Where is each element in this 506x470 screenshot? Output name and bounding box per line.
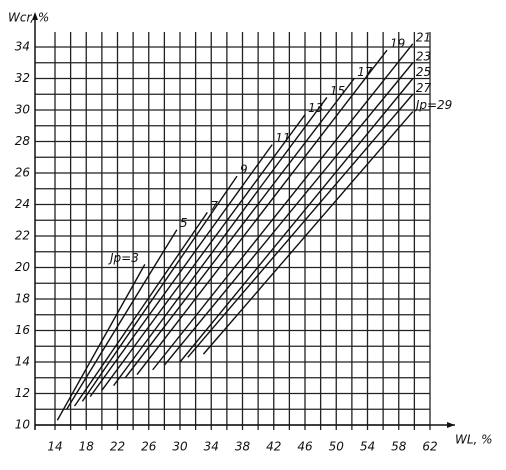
series-line [163,62,414,366]
series-line [101,114,306,391]
x-tick-label: 46 [297,440,313,454]
x-tick-label: 22 [110,440,125,454]
x-tick-label: 30 [172,440,188,454]
series-label: 7 [210,199,218,213]
y-tick-label: 16 [15,323,31,337]
series-label: Jp=29 [414,98,452,112]
series-line [73,211,208,407]
y-tick-label: 12 [15,386,30,400]
y-arrow [32,12,38,20]
series-label: 5 [180,216,188,230]
series-line [179,78,414,363]
series-label: 17 [357,65,373,79]
series-line [89,144,273,398]
x-tick-label: 54 [360,440,375,454]
x-tick-label: 26 [141,440,157,454]
x-tick-label: 42 [266,440,281,454]
series-label: 13 [308,101,323,115]
x-tick-label: 58 [391,440,407,454]
series-label: 15 [330,84,345,98]
x-tick-label: 50 [329,440,345,454]
series-line [81,175,238,402]
series-line [113,96,328,387]
series-label: 27 [416,81,432,95]
series-line [187,93,414,358]
series-label: 25 [416,65,431,79]
y-tick-label: 10 [15,418,31,432]
series-label: 19 [390,37,405,51]
series-label: Jp=3 [108,251,139,265]
x-tick-label: 34 [204,440,219,454]
x-arrow [447,422,455,428]
y-tick-label: 32 [15,71,30,85]
series-line [152,43,414,371]
series-line [66,229,178,410]
series-label: 23 [416,49,431,63]
series-line [124,78,355,379]
y-tick-label: 20 [15,260,31,274]
series-label: 21 [416,30,431,44]
y-tick-label: 30 [15,103,31,117]
y-tick-label: 22 [15,229,30,243]
y-tick-label: 14 [15,355,30,369]
x-tick-label: 14 [47,440,62,454]
series-label: 11 [275,131,290,145]
x-tick-label: 18 [79,440,95,454]
y-tick-label: 28 [15,134,31,148]
x-tick-label: 38 [235,440,251,454]
y-tick-label: 26 [15,166,31,180]
x-tick-label: 62 [422,440,437,454]
x-axis-label: WL, % [455,433,493,447]
series-line [56,264,146,421]
y-tick-label: 18 [15,292,31,306]
series-line [202,111,414,355]
y-tick-label: 34 [15,40,30,54]
series-line [136,49,388,376]
y-axis-label: Wcr, % [8,11,49,25]
y-tick-label: 24 [15,197,30,211]
series-label: 9 [240,163,248,177]
